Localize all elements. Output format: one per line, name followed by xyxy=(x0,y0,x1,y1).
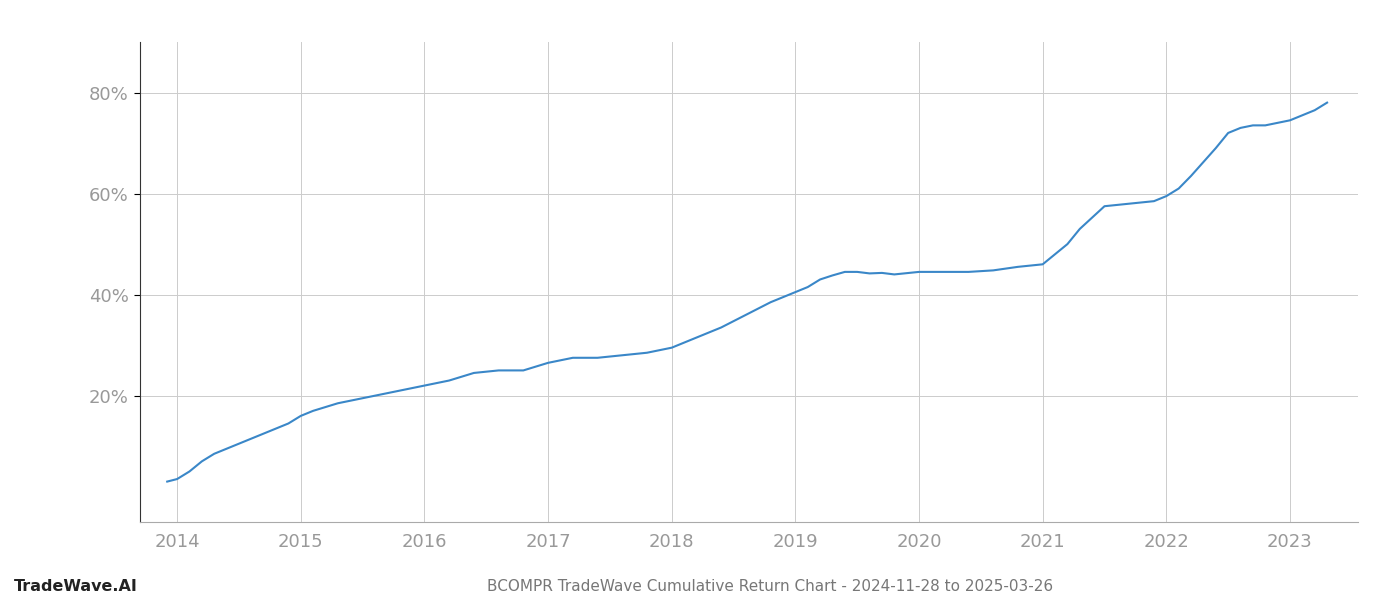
Text: BCOMPR TradeWave Cumulative Return Chart - 2024-11-28 to 2025-03-26: BCOMPR TradeWave Cumulative Return Chart… xyxy=(487,579,1053,594)
Text: TradeWave.AI: TradeWave.AI xyxy=(14,579,137,594)
